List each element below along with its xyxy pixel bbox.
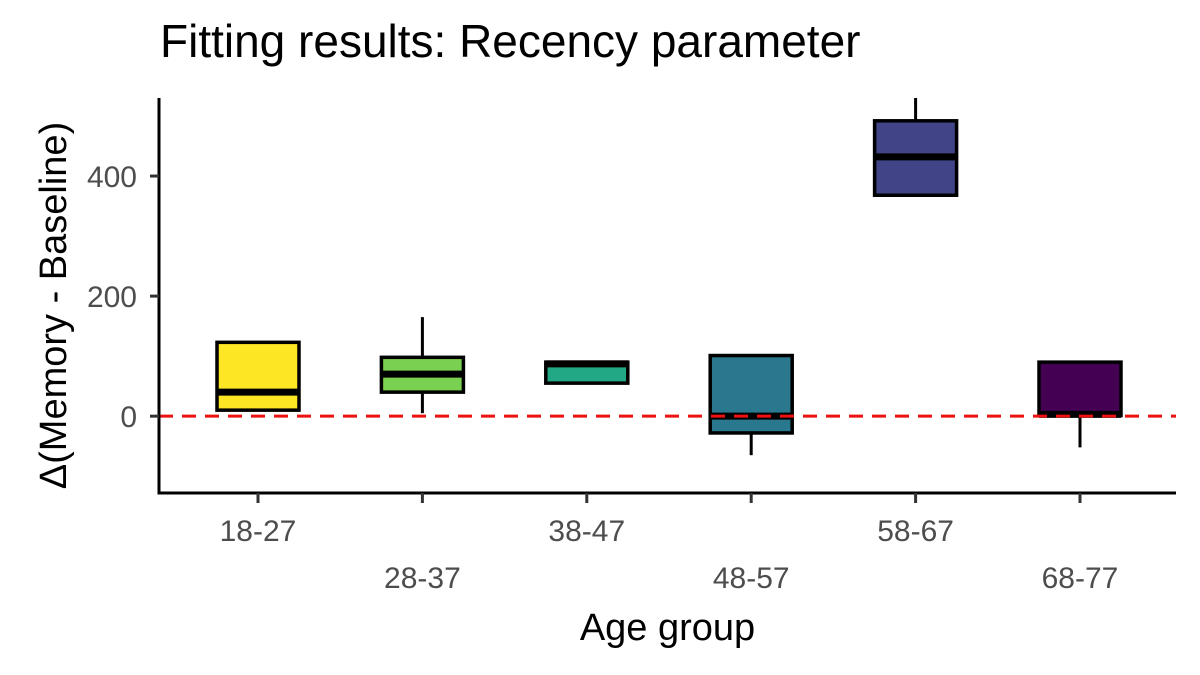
box-18-27 xyxy=(215,340,301,412)
box-68-77 xyxy=(1037,360,1123,448)
box-38-47 xyxy=(544,360,630,385)
box-body xyxy=(708,353,794,435)
x-tick-label: 68-77 xyxy=(1042,562,1119,595)
y-tick-label: 0 xyxy=(120,401,137,434)
box-body xyxy=(215,340,301,412)
y-tick-label: 200 xyxy=(87,281,137,314)
box-body xyxy=(1037,360,1123,418)
x-tick-label: 48-57 xyxy=(713,562,790,595)
y-tick-label: 400 xyxy=(87,161,137,194)
chart-title: Fitting results: Recency parameter xyxy=(160,15,861,67)
x-axis-title: Age group xyxy=(580,607,755,649)
box-28-37 xyxy=(379,317,466,414)
box-58-67 xyxy=(872,98,959,197)
box-48-57 xyxy=(708,353,794,456)
x-tick-label: 28-37 xyxy=(384,562,461,595)
y-axis-title: Δ(Memory - Baseline) xyxy=(33,122,75,489)
x-tick-label: 38-47 xyxy=(548,515,625,548)
x-tick-label: 58-67 xyxy=(877,515,954,548)
x-tick-label: 18-27 xyxy=(220,515,297,548)
